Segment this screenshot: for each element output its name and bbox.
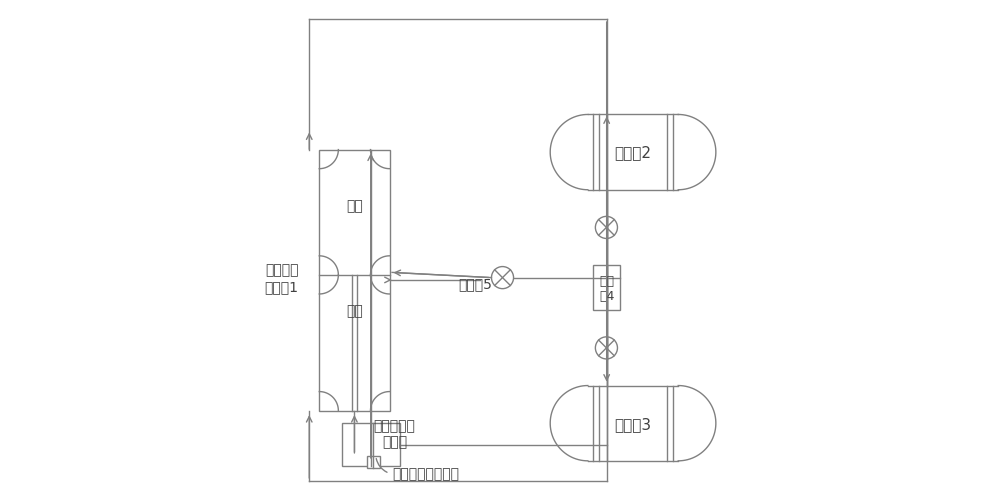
Text: 双级离心
压缩机1: 双级离心 压缩机1 (265, 263, 299, 293)
FancyBboxPatch shape (593, 266, 620, 311)
FancyBboxPatch shape (367, 456, 380, 468)
FancyBboxPatch shape (319, 150, 390, 411)
Text: 蒸发器2: 蒸发器2 (615, 145, 652, 160)
FancyBboxPatch shape (342, 423, 400, 466)
Text: 冷凝器3: 冷凝器3 (614, 416, 652, 431)
Text: 经济
器4: 经济 器4 (599, 274, 614, 302)
Text: 二级吸气温
度检测: 二级吸气温 度检测 (374, 418, 416, 448)
Text: 二级: 二级 (346, 304, 363, 318)
Text: 补气阀5: 补气阀5 (458, 277, 492, 291)
Text: 二级吸气压力检测: 二级吸气压力检测 (392, 466, 459, 480)
Text: 一级: 一级 (346, 198, 363, 212)
